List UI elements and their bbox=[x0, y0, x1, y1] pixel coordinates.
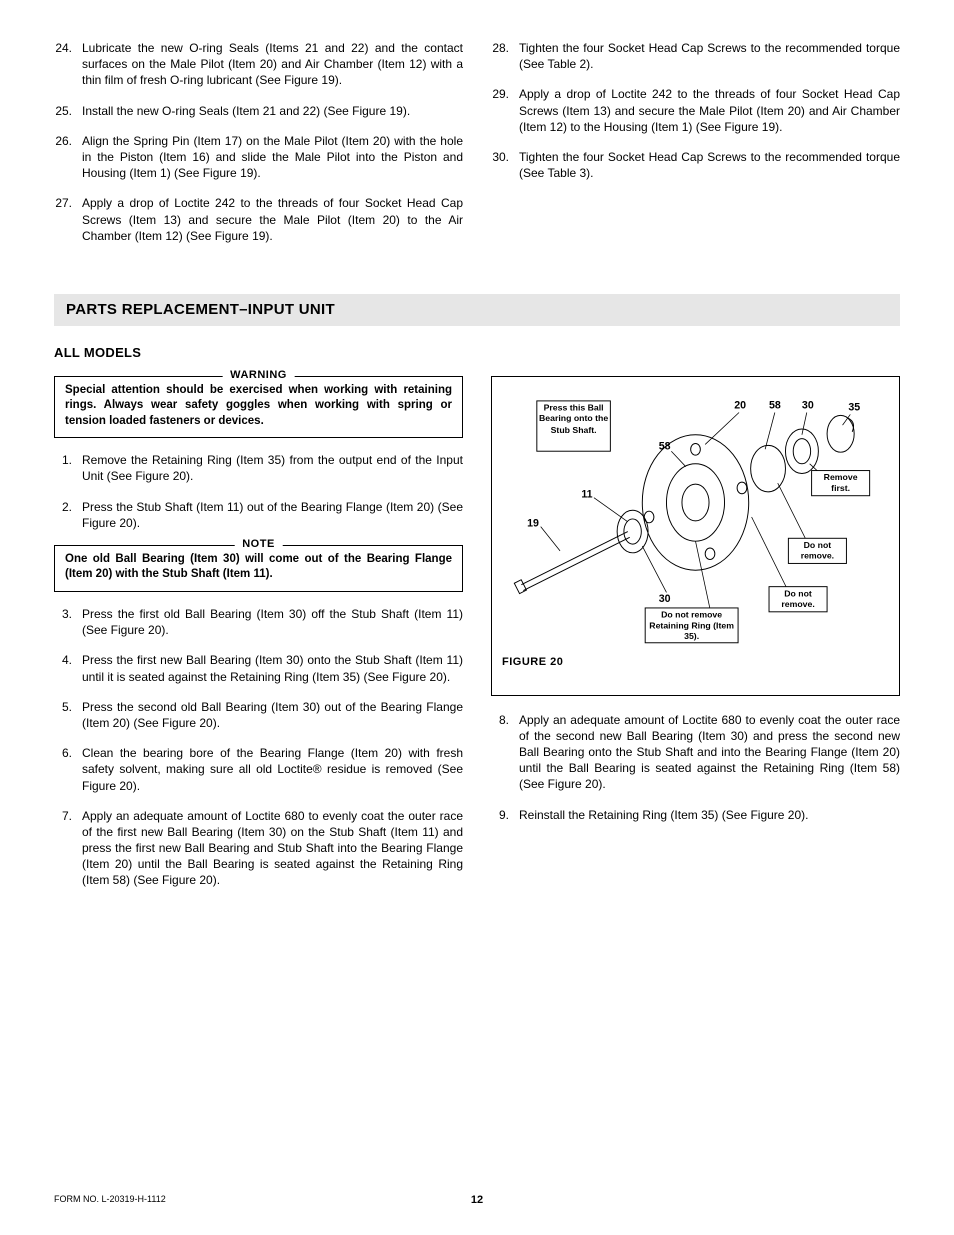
step-num: 7. bbox=[54, 808, 82, 889]
top-steps-row: 24.Lubricate the new O-ring Seals (Items… bbox=[54, 40, 900, 258]
page-footer: FORM NO. L-20319-H-1112 12 bbox=[54, 1193, 900, 1205]
step-text: Press the second old Ball Bearing (Item … bbox=[82, 699, 463, 731]
section-heading: PARTS REPLACEMENT–INPUT UNIT bbox=[54, 294, 900, 326]
fig-label-58b: 58 bbox=[659, 440, 671, 452]
step-num: 29. bbox=[491, 86, 519, 135]
step-text: Reinstall the Retaining Ring (Item 35) (… bbox=[519, 807, 900, 823]
figure-20-svg: 20 58 30 35 58 11 19 30 Press this Ball … bbox=[502, 387, 889, 647]
warning-callout: WARNING Special attention should be exer… bbox=[54, 376, 463, 439]
step-num: 5. bbox=[54, 699, 82, 731]
step-num: 8. bbox=[491, 712, 519, 793]
step-text: Apply an adequate amount of Loctite 680 … bbox=[82, 808, 463, 889]
left-steps-b: 3.Press the first old Ball Bearing (Item… bbox=[54, 606, 463, 889]
step-text: Align the Spring Pin (Item 17) on the Ma… bbox=[82, 133, 463, 182]
fig-dnr-ring: Do not remove Retaining Ring (Item 35). bbox=[647, 610, 736, 641]
fig-label-30b: 30 bbox=[659, 593, 671, 605]
step-num: 30. bbox=[491, 149, 519, 181]
warning-title: WARNING bbox=[222, 368, 295, 383]
step-text: Install the new O-ring Seals (Item 21 an… bbox=[82, 103, 463, 119]
figure-20: 20 58 30 35 58 11 19 30 Press this Ball … bbox=[491, 376, 900, 696]
step-text: Tighten the four Socket Head Cap Screws … bbox=[519, 40, 900, 72]
step-num: 27. bbox=[54, 195, 82, 244]
main-row: WARNING Special attention should be exer… bbox=[54, 376, 900, 903]
step-text: Clean the bearing bore of the Bearing Fl… bbox=[82, 745, 463, 794]
step-num: 9. bbox=[491, 807, 519, 823]
step-text: Apply a drop of Loctite 242 to the threa… bbox=[82, 195, 463, 244]
warning-body: Special attention should be exercised wh… bbox=[65, 383, 452, 430]
top-left-col: 24.Lubricate the new O-ring Seals (Items… bbox=[54, 40, 463, 258]
left-steps-a: 1.Remove the Retaining Ring (Item 35) fr… bbox=[54, 452, 463, 531]
fig-label-35: 35 bbox=[848, 401, 860, 413]
page-number: 12 bbox=[471, 1193, 483, 1208]
note-callout: NOTE One old Ball Bearing (Item 30) will… bbox=[54, 545, 463, 592]
subsection-heading: ALL MODELS bbox=[54, 344, 900, 362]
step-text: Remove the Retaining Ring (Item 35) from… bbox=[82, 452, 463, 484]
step-num: 4. bbox=[54, 652, 82, 684]
right-steps: 8.Apply an adequate amount of Loctite 68… bbox=[491, 712, 900, 823]
fig-label-11: 11 bbox=[581, 488, 592, 500]
step-text: Apply a drop of Loctite 242 to the threa… bbox=[519, 86, 900, 135]
step-num: 25. bbox=[54, 103, 82, 119]
step-num: 6. bbox=[54, 745, 82, 794]
step-text: Press the Stub Shaft (Item 11) out of th… bbox=[82, 499, 463, 531]
step-num: 24. bbox=[54, 40, 82, 89]
step-text: Apply an adequate amount of Loctite 680 … bbox=[519, 712, 900, 793]
fig-label-20: 20 bbox=[734, 399, 746, 411]
right-col: 20 58 30 35 58 11 19 30 Press this Ball … bbox=[491, 376, 900, 903]
fig-label-30: 30 bbox=[802, 399, 814, 411]
fig-label-19: 19 bbox=[527, 517, 539, 529]
step-num: 26. bbox=[54, 133, 82, 182]
step-num: 3. bbox=[54, 606, 82, 638]
step-num: 28. bbox=[491, 40, 519, 72]
top-right-steps: 28.Tighten the four Socket Head Cap Scre… bbox=[491, 40, 900, 181]
note-title: NOTE bbox=[234, 537, 283, 552]
fig-label-58: 58 bbox=[769, 399, 781, 411]
step-text: Press the first new Ball Bearing (Item 3… bbox=[82, 652, 463, 684]
figure-caption: FIGURE 20 bbox=[502, 655, 889, 670]
form-number: FORM NO. L-20319-H-1112 bbox=[54, 1193, 166, 1205]
fig-dnr-b: Do not remove. bbox=[771, 588, 825, 609]
top-right-col: 28.Tighten the four Socket Head Cap Scre… bbox=[491, 40, 900, 258]
step-text: Tighten the four Socket Head Cap Screws … bbox=[519, 149, 900, 181]
fig-press-box: Press this Ball Bearing onto the Stub Sh… bbox=[539, 403, 609, 436]
fig-dnr-a: Do not remove. bbox=[790, 540, 844, 561]
top-left-steps: 24.Lubricate the new O-ring Seals (Items… bbox=[54, 40, 463, 244]
note-body: One old Ball Bearing (Item 30) will come… bbox=[65, 552, 452, 583]
left-col: WARNING Special attention should be exer… bbox=[54, 376, 463, 903]
step-num: 2. bbox=[54, 499, 82, 531]
step-text: Press the first old Ball Bearing (Item 3… bbox=[82, 606, 463, 638]
step-text: Lubricate the new O-ring Seals (Items 21… bbox=[82, 40, 463, 89]
step-num: 1. bbox=[54, 452, 82, 484]
fig-remove-first: Remove first. bbox=[814, 472, 868, 493]
